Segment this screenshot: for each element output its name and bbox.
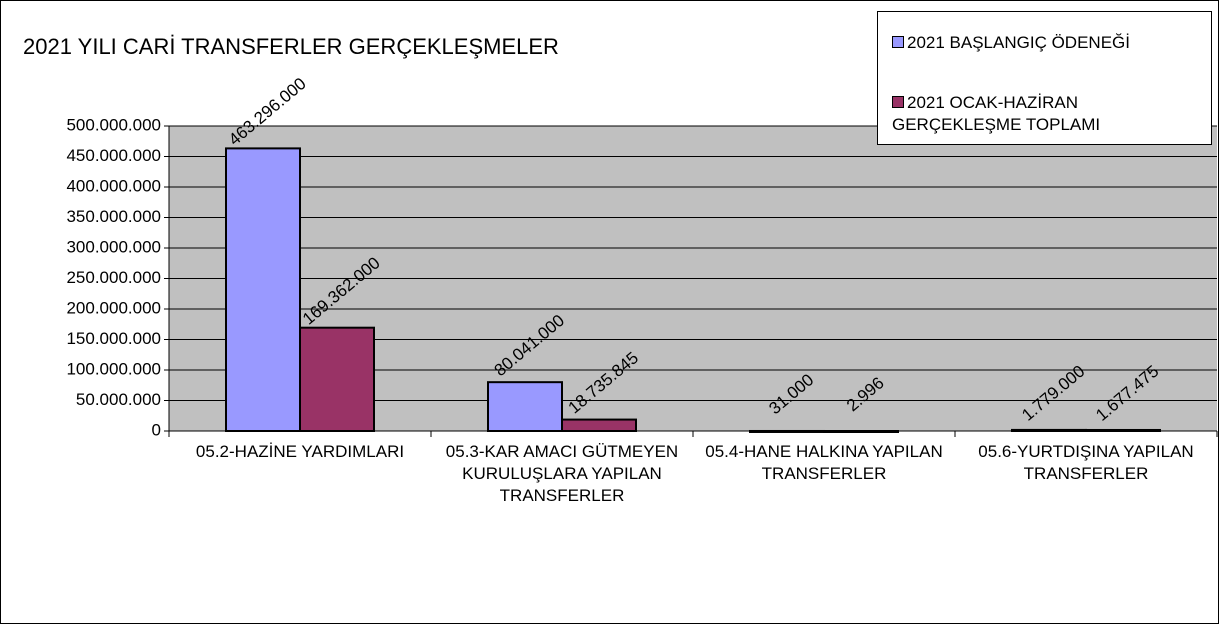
legend-item: 2021 OCAK-HAZİRAN GERÇEKLEŞME TOPLAMI [892, 92, 1202, 136]
bar [1011, 428, 1087, 432]
bar [749, 429, 825, 433]
y-tick-label: 50.000.000 [76, 390, 161, 409]
y-tick-label: 450.000.000 [66, 146, 161, 165]
x-tick-label: 05.2-HAZİNE YARDIMLARI [195, 442, 405, 461]
bar [487, 381, 563, 432]
y-tick-label: 350.000.000 [66, 207, 161, 226]
bar [1085, 428, 1161, 433]
bar [561, 418, 637, 433]
y-tick-label: 0 [152, 420, 161, 439]
x-tick-label: 05.3-KAR AMACI GÜTMEYEN KURULUŞLARA YAPI… [445, 442, 679, 505]
legend-label: 2021 BAŞLANGIÇ ÖDENEĞİ [907, 33, 1130, 52]
legend-swatch [892, 36, 904, 48]
legend: 2021 BAŞLANGIÇ ÖDENEĞİ 2021 OCAK-HAZİRAN … [877, 11, 1212, 145]
legend-item: 2021 BAŞLANGIÇ ÖDENEĞİ [892, 32, 1202, 54]
y-tick-label: 400.000.000 [66, 176, 161, 195]
y-tick-label: 500.000.000 [66, 115, 161, 134]
y-tick-label: 200.000.000 [66, 298, 161, 317]
x-tick-label: 05.4-HANE HALKINA YAPILAN TRANSFERLER [705, 442, 943, 483]
bar [299, 326, 375, 432]
chart-title: 2021 YILI CARİ TRANSFERLER GERÇEKLEŞMELE… [23, 34, 559, 59]
y-tick-label: 300.000.000 [66, 237, 161, 256]
y-tick-label: 100.000.000 [66, 359, 161, 378]
x-tick-label: 05.6-YURTDIŞINA YAPILAN TRANSFERLER [978, 442, 1194, 483]
y-tick-label: 250.000.000 [66, 268, 161, 287]
bar [225, 147, 301, 432]
legend-label: 2021 OCAK-HAZİRAN GERÇEKLEŞME TOPLAMI [892, 93, 1101, 134]
legend-swatch [892, 96, 904, 108]
bar [823, 429, 899, 433]
y-tick-label: 150.000.000 [66, 329, 161, 348]
